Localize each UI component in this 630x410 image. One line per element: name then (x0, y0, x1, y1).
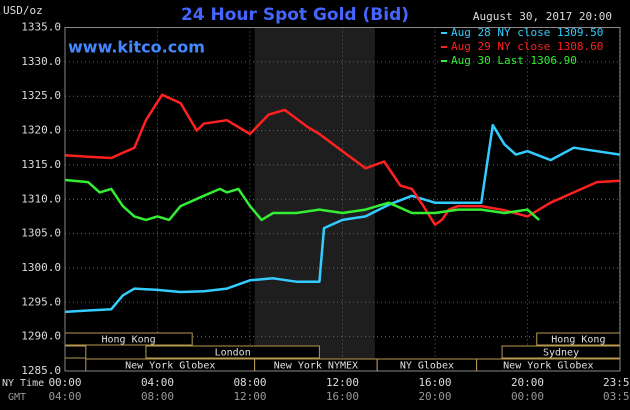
x-tick-label: 04:00 (141, 376, 174, 389)
x-tick-label: 12:00 (326, 376, 359, 389)
x2-tick-label: 16:00 (326, 390, 359, 403)
session-label: Hong Kong (102, 335, 156, 346)
x-tick-label: 16:00 (418, 376, 451, 389)
timestamp: August 30, 2017 20:00 (473, 10, 612, 23)
x2-axis-label: GMT (8, 392, 26, 403)
session-label: Sydney (543, 348, 579, 359)
x2-tick-label: 00:00 (511, 390, 544, 403)
x2-tick-label: 12:00 (233, 390, 266, 403)
watermark: www.kitco.com (68, 38, 205, 57)
x-tick-label: 08:00 (233, 376, 266, 389)
y-tick-label: 1285.0 (21, 364, 61, 377)
session-label: New York Globex (503, 361, 593, 372)
x2-tick-label: 20:00 (418, 390, 451, 403)
legend-label: Aug 30 Last 1306.90 (451, 54, 577, 67)
x-axis-label: NY Time (2, 378, 44, 389)
x-tick-label: 00:00 (48, 376, 81, 389)
chart-title: 24 Hour Spot Gold (Bid) (181, 5, 409, 25)
y-tick-label: 1300.0 (21, 261, 61, 274)
y-tick-label: 1290.0 (21, 330, 61, 343)
x2-tick-label: 08:00 (141, 390, 174, 403)
y-axis-label: USD/oz (3, 4, 43, 17)
x-tick-label: 23:59 (603, 376, 630, 389)
x-tick-label: 20:00 (511, 376, 544, 389)
session-label: London (215, 348, 251, 359)
y-tick-label: 1320.0 (21, 124, 61, 137)
data-line (64, 123, 621, 314)
y-tick-label: 1325.0 (21, 89, 61, 102)
y-tick-label: 1330.0 (21, 55, 61, 68)
y-tick-label: 1305.0 (21, 227, 61, 240)
session-label: New York Globex (125, 361, 215, 372)
plot-border (64, 27, 621, 372)
legend-label: Aug 28 NY close 1309.50 (451, 26, 603, 39)
session-label: New York NYMEX (274, 361, 358, 372)
legend-label: Aug 29 NY close 1308.60 (451, 40, 603, 53)
session-label: Hong Kong (551, 335, 605, 346)
session-label: NY Globex (400, 361, 454, 372)
y-tick-label: 1310.0 (21, 192, 61, 205)
x2-tick-label: 04:00 (48, 390, 81, 403)
y-tick-label: 1315.0 (21, 158, 61, 171)
x2-tick-label: 03:59 (603, 390, 630, 403)
session-box (64, 345, 87, 359)
y-tick-label: 1335.0 (21, 21, 61, 34)
y-tick-label: 1295.0 (21, 295, 61, 308)
session-box (145, 345, 320, 359)
shaded-region (254, 27, 375, 371)
data-line (64, 178, 540, 222)
data-line (64, 93, 621, 226)
